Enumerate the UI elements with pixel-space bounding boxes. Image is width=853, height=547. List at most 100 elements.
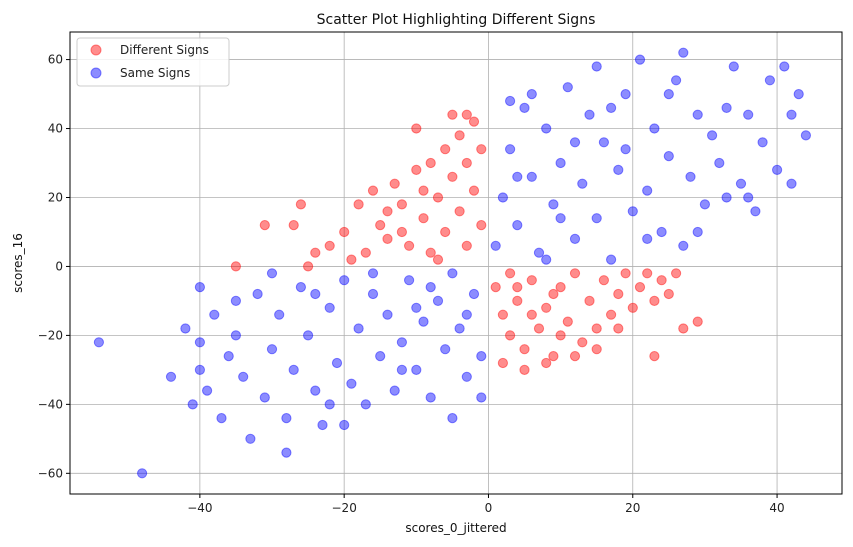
scatter-point	[310, 385, 321, 396]
scatter-point	[707, 130, 718, 141]
scatter-point	[447, 268, 458, 279]
scatter-point	[288, 364, 299, 375]
scatter-point	[281, 413, 292, 424]
scatter-point	[281, 447, 292, 458]
scatter-point	[367, 185, 379, 196]
scatter-point	[606, 254, 617, 265]
scatter-point	[454, 323, 465, 334]
scatter-point	[548, 199, 559, 210]
scatter-point	[555, 157, 566, 169]
scatter-point	[339, 226, 350, 238]
scatter-point	[627, 206, 638, 217]
scatter-point	[389, 178, 400, 189]
y-tick-label: −40	[38, 397, 63, 411]
scatter-point	[476, 351, 487, 362]
scatter-point	[339, 275, 350, 286]
scatter-point	[685, 171, 696, 182]
scatter-point	[317, 419, 328, 431]
y-axis-label: scores_16	[11, 233, 25, 293]
scatter-point	[642, 233, 653, 244]
x-tick-label: −20	[332, 501, 357, 515]
scatter-point	[382, 233, 393, 244]
scatter-point	[454, 130, 465, 141]
scatter-point	[468, 185, 480, 196]
scatter-point	[642, 185, 653, 196]
scatter-point	[505, 95, 516, 107]
scatter-point	[692, 109, 703, 120]
scatter-point	[259, 220, 270, 231]
scatter-point	[649, 123, 660, 134]
scatter-point	[577, 337, 588, 348]
scatter-point	[454, 206, 465, 217]
scatter-point	[137, 468, 148, 479]
scatter-point	[569, 233, 581, 244]
scatter-point	[497, 309, 508, 320]
scatter-point	[396, 364, 407, 375]
scatter-point	[295, 282, 306, 293]
scatter-point	[779, 61, 790, 72]
scatter-point	[692, 226, 703, 238]
scatter-point	[772, 164, 783, 175]
scatter-point	[440, 226, 451, 238]
scatter-point	[367, 268, 379, 279]
scatter-point	[591, 213, 602, 224]
scatter-point	[735, 178, 747, 189]
scatter-point	[360, 399, 371, 410]
scatter-point	[757, 137, 768, 148]
scatter-point	[512, 220, 523, 231]
scatter-point	[194, 282, 205, 293]
x-tick-label: 0	[485, 501, 493, 515]
scatter-point	[533, 247, 545, 258]
scatter-point	[541, 302, 552, 313]
x-tick-label: −40	[187, 501, 212, 515]
scatter-point	[461, 240, 472, 251]
scatter-point	[548, 351, 559, 362]
scatter-point	[432, 254, 444, 265]
scatter-point	[793, 89, 804, 100]
scatter-point	[266, 268, 278, 279]
scatter-point	[360, 247, 371, 258]
scatter-point	[476, 220, 487, 231]
scatter-point	[678, 323, 689, 334]
scatter-point	[526, 171, 537, 182]
scatter-point	[505, 268, 516, 279]
scatter-point	[562, 82, 573, 93]
scatter-point	[721, 102, 732, 114]
data-points	[93, 47, 812, 479]
scatter-point	[432, 295, 444, 306]
scatter-point	[692, 316, 703, 327]
y-tick-label: 0	[55, 259, 63, 273]
scatter-point	[497, 192, 508, 203]
scatter-point	[303, 330, 314, 341]
scatter-point	[303, 261, 314, 272]
scatter-point	[598, 137, 610, 148]
scatter-point	[93, 337, 105, 348]
scatter-point	[606, 102, 617, 114]
y-tick-label: 40	[48, 122, 63, 136]
scatter-point	[569, 268, 581, 279]
scatter-point	[202, 385, 213, 396]
scatter-point	[555, 213, 566, 224]
scatter-point	[274, 309, 285, 320]
scatter-point	[461, 109, 472, 120]
scatter-point	[468, 288, 480, 300]
scatter-point	[519, 364, 530, 375]
scatter-point	[526, 89, 537, 100]
scatter-point	[548, 288, 559, 300]
scatter-point	[591, 61, 602, 72]
y-tick-label: 60	[48, 53, 63, 67]
scatter-point	[331, 357, 343, 369]
scatter-point	[266, 344, 278, 355]
scatter-point	[663, 288, 674, 300]
x-tick-label: 20	[625, 501, 640, 515]
scatter-point	[750, 206, 761, 217]
scatter-point	[591, 344, 602, 355]
scatter-point	[230, 261, 241, 272]
scatter-point	[613, 323, 624, 334]
series-same-signs	[93, 47, 812, 479]
scatter-point	[461, 157, 472, 169]
scatter-point	[613, 164, 624, 175]
chart-title: Scatter Plot Highlighting Different Sign…	[317, 12, 596, 28]
scatter-point	[187, 399, 198, 410]
scatter-point	[598, 275, 610, 286]
